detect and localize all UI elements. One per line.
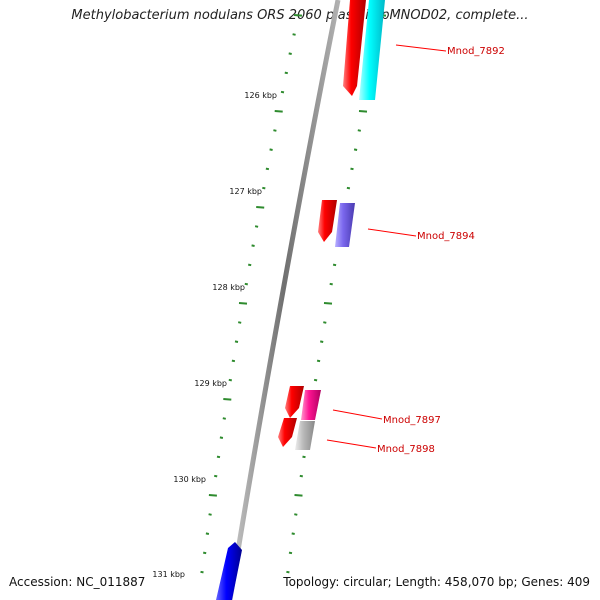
major-scale-tick <box>223 398 232 401</box>
gene-arrow-red[interactable] <box>318 200 337 242</box>
major-scale-tick <box>293 14 303 17</box>
minor-scale-tick <box>346 186 351 190</box>
minor-scale-tick <box>219 436 224 439</box>
minor-scale-tick <box>353 148 358 151</box>
gene-block-pink[interactable] <box>301 390 321 420</box>
gene-block-purple[interactable] <box>335 203 355 247</box>
minor-scale-tick <box>222 417 226 420</box>
minor-scale-tick <box>254 225 259 228</box>
scale-label-group: 126 kbp 127 kbp 128 kbp 129 kbp 130 kbp … <box>152 91 277 579</box>
major-scale-tick <box>358 110 368 113</box>
gene-label-line <box>395 44 447 52</box>
minor-scale-tick <box>294 513 298 516</box>
minor-scale-tick <box>288 52 292 55</box>
gene-label-line <box>326 439 377 449</box>
gene-arrow-red[interactable] <box>285 386 304 418</box>
gene-label-mnod-7898[interactable]: Mnod_7898 <box>377 444 435 455</box>
minor-scale-tick <box>291 532 295 535</box>
plasmid-backbone <box>227 0 341 600</box>
scale-label: 129 kbp <box>194 379 227 388</box>
minor-scale-tick <box>203 551 207 555</box>
scale-label: 126 kbp <box>244 91 277 100</box>
minor-scale-tick <box>299 474 303 478</box>
minor-scale-tick <box>323 321 327 324</box>
gene-block-grey[interactable] <box>295 421 315 450</box>
scale-label: 128 kbp <box>212 283 245 292</box>
major-scale-tick <box>294 494 303 497</box>
minor-scale-tick <box>262 186 266 190</box>
minor-scale-tick <box>216 455 221 459</box>
minor-scale-tick <box>228 378 232 382</box>
minor-scale-tick <box>316 359 321 363</box>
minor-scale-tick <box>292 33 296 36</box>
scale-ticks <box>200 14 303 574</box>
minor-scale-tick <box>350 167 354 171</box>
gene-label-line <box>332 409 383 420</box>
major-scale-tick <box>208 494 217 497</box>
minor-scale-tick <box>200 570 204 574</box>
scale-label: 130 kbp <box>173 475 206 484</box>
minor-scale-tick <box>288 551 293 555</box>
topology-summary: Topology: circular; Length: 458,070 bp; … <box>283 575 590 589</box>
gene-label-mnod-7892[interactable]: Mnod_7892 <box>447 46 505 57</box>
minor-scale-tick <box>214 474 218 478</box>
major-scale-tick <box>256 206 265 209</box>
gene-label-mnod-7894[interactable]: Mnod_7894 <box>417 231 475 242</box>
gene-block-cyan[interactable] <box>359 0 385 100</box>
minor-scale-tick <box>208 513 212 516</box>
minor-scale-tick <box>269 148 273 151</box>
minor-scale-tick <box>265 167 270 171</box>
minor-scale-tick <box>284 71 288 75</box>
minor-scale-tick <box>251 244 255 247</box>
scale-label: 127 kbp <box>229 187 262 196</box>
minor-scale-tick <box>244 282 248 286</box>
gene-arrow-red[interactable] <box>278 418 297 447</box>
accession-label: Accession: NC_011887 <box>9 575 146 589</box>
gene-arrow-blue[interactable] <box>216 542 242 600</box>
minor-scale-tick <box>231 359 236 363</box>
minor-scale-tick <box>332 263 337 267</box>
major-scale-tick <box>274 110 283 113</box>
major-scale-tick <box>238 302 248 305</box>
minor-scale-tick <box>280 90 285 94</box>
minor-scale-tick <box>273 129 277 132</box>
minor-scale-tick <box>357 129 361 132</box>
minor-scale-tick <box>329 282 333 286</box>
minor-scale-tick <box>248 263 252 267</box>
minor-scale-tick <box>205 532 210 535</box>
gene-label-line <box>367 228 417 237</box>
minor-scale-tick <box>313 378 318 382</box>
gene-label-mnod-7897[interactable]: Mnod_7897 <box>383 415 441 426</box>
minor-scale-tick <box>286 570 290 574</box>
outer-scale-ticks <box>286 14 387 574</box>
scale-label: 131 kbp <box>152 570 185 579</box>
minor-scale-tick <box>238 321 242 324</box>
minor-scale-tick <box>320 340 324 343</box>
minor-scale-tick <box>234 340 239 343</box>
major-scale-tick <box>323 302 333 305</box>
gene-arrow-red[interactable] <box>343 0 366 96</box>
minor-scale-tick <box>302 455 306 459</box>
